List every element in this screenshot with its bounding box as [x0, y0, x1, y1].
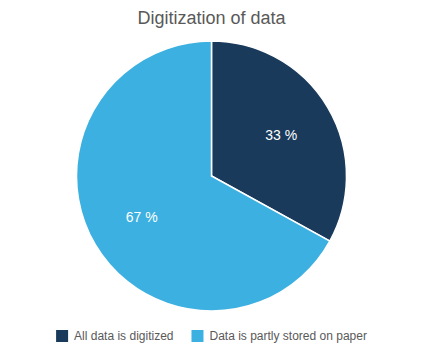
data-labels: 33 % 67 %: [126, 127, 297, 225]
data-label: 33 %: [265, 127, 297, 143]
pie-slice: [76, 41, 329, 311]
data-label: 67 %: [126, 209, 158, 225]
legend: All data is digitized Data is partly stor…: [56, 329, 367, 343]
chart-title: Digitization of data: [137, 8, 286, 28]
legend-label: All data is digitized: [74, 329, 173, 343]
pie: [76, 41, 346, 311]
legend-swatch: [191, 330, 203, 342]
chart-svg: Digitization of data 33 % 67 % All data is …: [0, 0, 423, 356]
legend-item: Data is partly stored on paper: [191, 329, 366, 343]
legend-swatch: [56, 330, 68, 342]
legend-label: Data is partly stored on paper: [209, 329, 366, 343]
chart-container: Digitization of data 33 % 67 % All data is …: [0, 0, 423, 356]
legend-item: All data is digitized: [56, 329, 173, 343]
